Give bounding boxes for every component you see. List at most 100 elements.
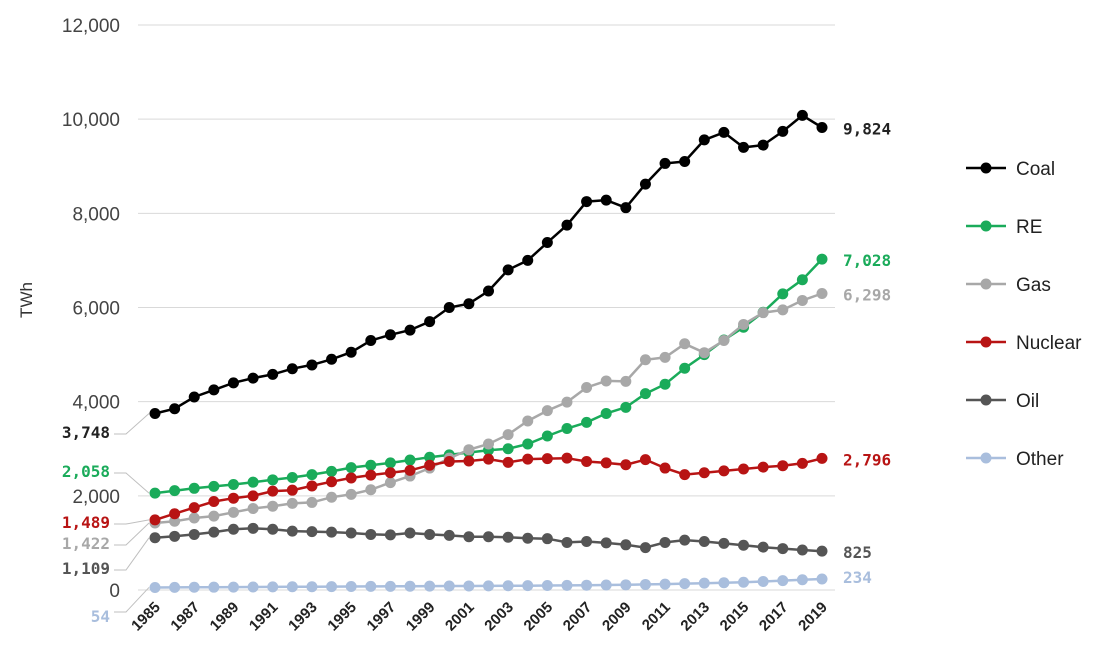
- data-point: [698, 467, 710, 479]
- data-point: [757, 576, 769, 588]
- data-point: [443, 529, 455, 541]
- x-tick-label: 2013: [678, 599, 714, 635]
- data-point: [718, 334, 730, 346]
- data-point: [541, 580, 553, 592]
- data-point: [718, 465, 730, 477]
- data-point: [816, 253, 828, 265]
- data-point: [757, 461, 769, 473]
- data-point: [796, 544, 808, 556]
- end-value-label: 9,824: [843, 119, 891, 138]
- data-point: [149, 514, 161, 526]
- data-point: [326, 581, 338, 593]
- data-point: [326, 491, 338, 503]
- data-point: [698, 347, 710, 359]
- data-point: [365, 484, 377, 496]
- data-point: [796, 274, 808, 286]
- legend-label: Other: [1016, 449, 1064, 470]
- data-point: [267, 523, 279, 535]
- data-point: [679, 156, 691, 168]
- y-axis-label: TWh: [17, 282, 36, 318]
- series-oil: [149, 522, 828, 557]
- data-point: [404, 324, 416, 336]
- data-point: [227, 506, 239, 518]
- data-point: [208, 480, 220, 492]
- data-point: [777, 543, 789, 555]
- data-point: [620, 401, 632, 413]
- end-value-label: 825: [843, 543, 872, 562]
- x-tick-label: 2011: [639, 599, 674, 634]
- data-point: [757, 307, 769, 319]
- data-point: [424, 451, 436, 463]
- x-tick-label: 2005: [521, 599, 557, 635]
- data-point: [365, 528, 377, 540]
- data-point: [777, 460, 789, 472]
- data-point: [816, 287, 828, 299]
- data-point: [149, 408, 161, 420]
- y-tick-label: 2,000: [72, 487, 120, 508]
- data-point: [483, 580, 494, 592]
- data-point: [208, 384, 220, 396]
- x-tick-label: 2019: [795, 599, 831, 635]
- data-point: [404, 527, 416, 539]
- data-point: [384, 529, 396, 541]
- data-point: [777, 125, 789, 137]
- data-point: [149, 532, 161, 544]
- data-point: [306, 496, 318, 508]
- series-coal: [149, 109, 828, 420]
- data-point: [267, 485, 279, 497]
- data-point: [659, 578, 671, 590]
- data-point: [169, 530, 181, 542]
- data-point: [345, 581, 357, 593]
- data-point: [738, 318, 750, 330]
- data-point: [581, 382, 593, 394]
- y-tick-label: 8,000: [72, 204, 120, 225]
- legend-label: Coal: [1016, 159, 1055, 180]
- data-point: [796, 294, 808, 306]
- data-point: [306, 480, 318, 492]
- x-axis-ticks: 1985 1987 1989 1991 1993 1995 1997 1999 2001 2003…: [128, 599, 831, 635]
- end-value-label: 6,298: [843, 285, 891, 304]
- x-tick-label: 1999: [403, 599, 439, 635]
- data-point: [208, 495, 220, 507]
- data-point: [502, 580, 514, 592]
- legend-swatch-marker: [980, 394, 992, 406]
- data-point: [581, 416, 593, 428]
- start-value-label: 2,058: [62, 462, 110, 481]
- data-point: [267, 474, 279, 486]
- data-point: [483, 438, 494, 450]
- data-point: [149, 581, 161, 593]
- data-point: [169, 403, 181, 415]
- data-point: [247, 490, 259, 502]
- start-value-label: 1,422: [62, 534, 110, 553]
- legend-label: Nuclear: [1016, 333, 1082, 354]
- data-point: [188, 528, 200, 540]
- leader-line: [114, 472, 150, 494]
- data-point: [227, 479, 239, 491]
- data-point: [738, 463, 750, 475]
- data-point: [757, 139, 769, 151]
- data-point: [600, 375, 612, 387]
- data-point: [581, 536, 593, 548]
- data-point: [443, 302, 455, 313]
- data-point: [718, 537, 730, 549]
- data-point: [384, 580, 396, 592]
- data-point: [679, 338, 691, 350]
- legend-label: RE: [1016, 217, 1042, 238]
- leader-line: [114, 587, 150, 613]
- data-point: [188, 391, 200, 403]
- data-point: [738, 576, 750, 588]
- data-point: [483, 285, 494, 297]
- data-point: [326, 353, 338, 365]
- data-point: [463, 455, 475, 467]
- data-point: [286, 363, 298, 375]
- data-point: [384, 477, 396, 489]
- data-point: [365, 469, 377, 481]
- x-tick-label: 1993: [285, 599, 321, 635]
- data-point: [777, 304, 789, 316]
- data-point: [227, 581, 239, 593]
- end-value-label: 234: [843, 568, 872, 587]
- data-point: [424, 528, 436, 540]
- data-point: [169, 508, 181, 520]
- data-point: [581, 579, 593, 591]
- data-point: [541, 430, 553, 442]
